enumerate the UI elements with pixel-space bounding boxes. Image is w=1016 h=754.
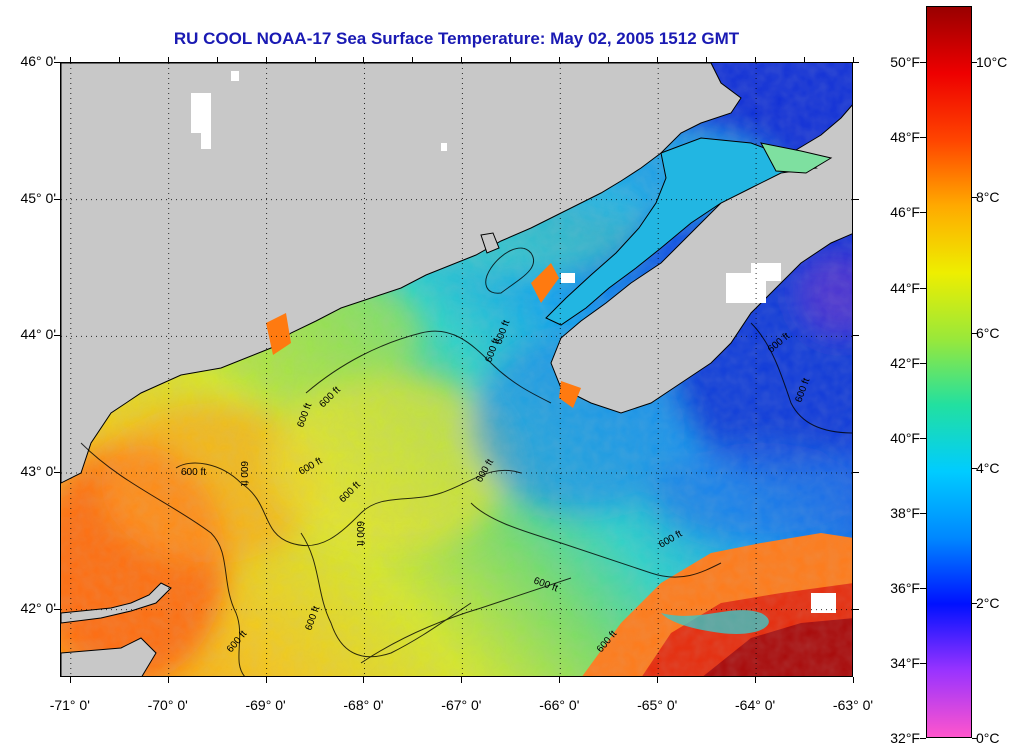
fahrenheit-tick (920, 738, 926, 739)
longitude-minor-tick (118, 57, 120, 62)
longitude-tick (363, 677, 365, 683)
fahrenheit-label: 38°F (890, 504, 920, 521)
longitude-minor-tick (608, 57, 610, 62)
longitude-label: -63° 0' (832, 697, 874, 713)
fahrenheit-label: 34°F (890, 654, 920, 671)
longitude-label: -70° 0' (147, 697, 188, 713)
fahrenheit-tick (920, 587, 926, 589)
celsius-tick (972, 62, 977, 64)
celsius-tick (972, 197, 977, 199)
longitude-tick (167, 677, 169, 683)
latitude-tick (54, 608, 60, 610)
cloud-specks (191, 71, 836, 613)
fahrenheit-label: 48°F (890, 129, 920, 146)
longitude-minor-tick (265, 57, 267, 62)
latitude-tick (853, 335, 859, 337)
fahrenheit-tick (920, 137, 926, 139)
longitude-tick (657, 677, 659, 683)
fahrenheit-tick (920, 512, 926, 514)
land-cape-cod (61, 582, 172, 624)
longitude-tick (69, 677, 71, 683)
contour-label: 600 ft (354, 521, 365, 546)
celsius-tick (972, 332, 977, 334)
temperature-colorbar (926, 6, 972, 738)
fahrenheit-label: 46°F (890, 204, 920, 221)
fahrenheit-tick (920, 362, 926, 364)
latitude-tick (853, 198, 859, 200)
sst-map-canvas: 600 ft 600 ft 600 ft 600 ft 600 ft 600 f… (61, 63, 852, 676)
longitude-label: -66° 0' (539, 697, 580, 713)
fahrenheit-tick (920, 287, 926, 289)
latitude-tick (853, 608, 859, 610)
longitude-label: -71° 0' (49, 697, 90, 713)
latitude-tick (54, 335, 60, 337)
sst-map: 600 ft 600 ft 600 ft 600 ft 600 ft 600 f… (60, 62, 853, 677)
celsius-label: 10°C (976, 54, 1008, 71)
longitude-minor-tick (804, 57, 806, 62)
fahrenheit-tick (920, 437, 926, 439)
longitude-minor-tick (167, 57, 169, 62)
fahrenheit-label: 32°F (890, 730, 920, 746)
latitude-tick (853, 62, 859, 63)
celsius-tick (972, 738, 977, 739)
isobath-contours (80, 247, 852, 676)
celsius-label: 2°C (976, 594, 1000, 611)
longitude-label: -68° 0' (343, 697, 384, 713)
longitude-minor-tick (363, 57, 365, 62)
latitude-tick (853, 472, 859, 473)
land-sw-corner (61, 637, 157, 676)
fahrenheit-tick (920, 662, 926, 664)
celsius-tick (972, 602, 977, 604)
fahrenheit-label: 42°F (890, 354, 920, 371)
longitude-tick (755, 677, 757, 683)
longitude-minor-tick (461, 57, 463, 62)
latitude-label: 42° 0' (20, 599, 56, 616)
longitude-tick (559, 677, 561, 683)
fahrenheit-label: 36°F (890, 579, 920, 596)
celsius-tick (972, 467, 977, 469)
latitude-label: 46° 0' (20, 53, 56, 69)
longitude-minor-tick (510, 57, 512, 62)
fahrenheit-label: 44°F (890, 279, 920, 296)
latitude-tick (54, 62, 60, 63)
celsius-label: 0°C (976, 730, 1000, 746)
fahrenheit-label: 40°F (890, 429, 920, 446)
fahrenheit-tick (920, 62, 926, 64)
longitude-minor-tick (412, 57, 414, 62)
latitude-label: 44° 0' (20, 326, 56, 343)
land-maine-newbrunswick (61, 63, 742, 484)
coastal-warm-spots (266, 263, 581, 408)
longitude-minor-tick (314, 57, 316, 62)
longitude-label: -64° 0' (735, 697, 776, 713)
longitude-minor-tick (706, 57, 708, 62)
longitude-tick (461, 677, 463, 683)
longitude-tick (265, 677, 267, 683)
contour-label: 600 ft (181, 467, 206, 478)
contour-label: 600 ft (238, 461, 249, 486)
fahrenheit-tick (920, 212, 926, 214)
celsius-label: 6°C (976, 324, 1000, 341)
longitude-minor-tick (657, 57, 659, 62)
celsius-label: 4°C (976, 459, 1000, 476)
longitude-tick (853, 677, 854, 683)
longitude-label: -69° 0' (245, 697, 286, 713)
celsius-label: 8°C (976, 189, 1000, 206)
latitude-tick (54, 198, 60, 200)
longitude-label: -65° 0' (637, 697, 678, 713)
longitude-minor-tick (559, 57, 561, 62)
latitude-label: 45° 0' (20, 189, 56, 206)
longitude-minor-tick (755, 57, 757, 62)
map-title: RU COOL NOAA-17 Sea Surface Temperature:… (173, 29, 740, 48)
longitude-label: -67° 0' (441, 697, 482, 713)
fahrenheit-label: 50°F (890, 54, 920, 71)
latitude-label: 43° 0' (20, 463, 56, 479)
graticule (61, 63, 852, 676)
latitude-tick (54, 472, 60, 473)
longitude-minor-tick (853, 57, 854, 62)
longitude-minor-tick (69, 57, 71, 62)
longitude-minor-tick (216, 57, 218, 62)
